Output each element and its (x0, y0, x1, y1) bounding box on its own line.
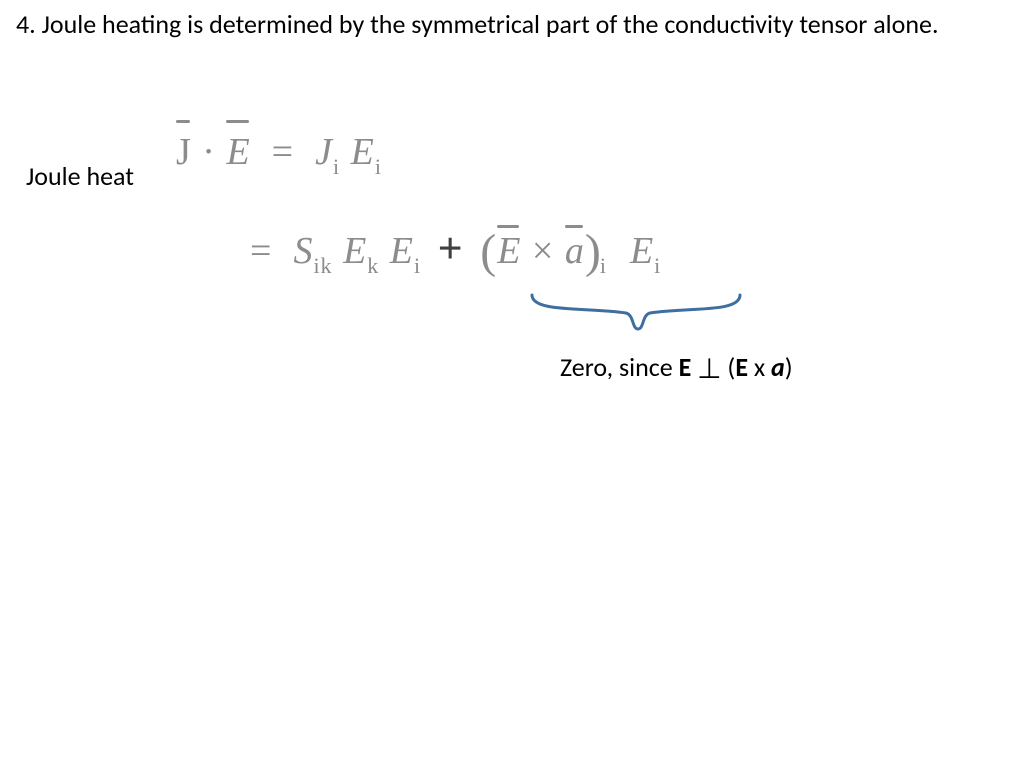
explain-x: x (748, 351, 771, 383)
equation-line-2: = Sik Ek Ei + (E × a)i Ei (250, 220, 661, 279)
perp-symbol: ⊥ (697, 352, 721, 386)
explain-prefix: Zero, since (560, 351, 679, 383)
joule-heat-label: Joule heat (26, 160, 134, 192)
explain-close: ) (785, 351, 793, 383)
zero-explanation: Zero, since E ⊥ (E x a) (560, 350, 793, 384)
underbrace (528, 289, 744, 337)
explain-E2: E (735, 351, 748, 383)
equation-line-1: J · E = Ji Ei (176, 130, 382, 180)
explain-E1: E (679, 351, 692, 383)
explain-a: a (771, 351, 785, 383)
explain-open: ( (722, 351, 736, 383)
problem-title: 4. Joule heating is determined by the sy… (16, 8, 996, 41)
